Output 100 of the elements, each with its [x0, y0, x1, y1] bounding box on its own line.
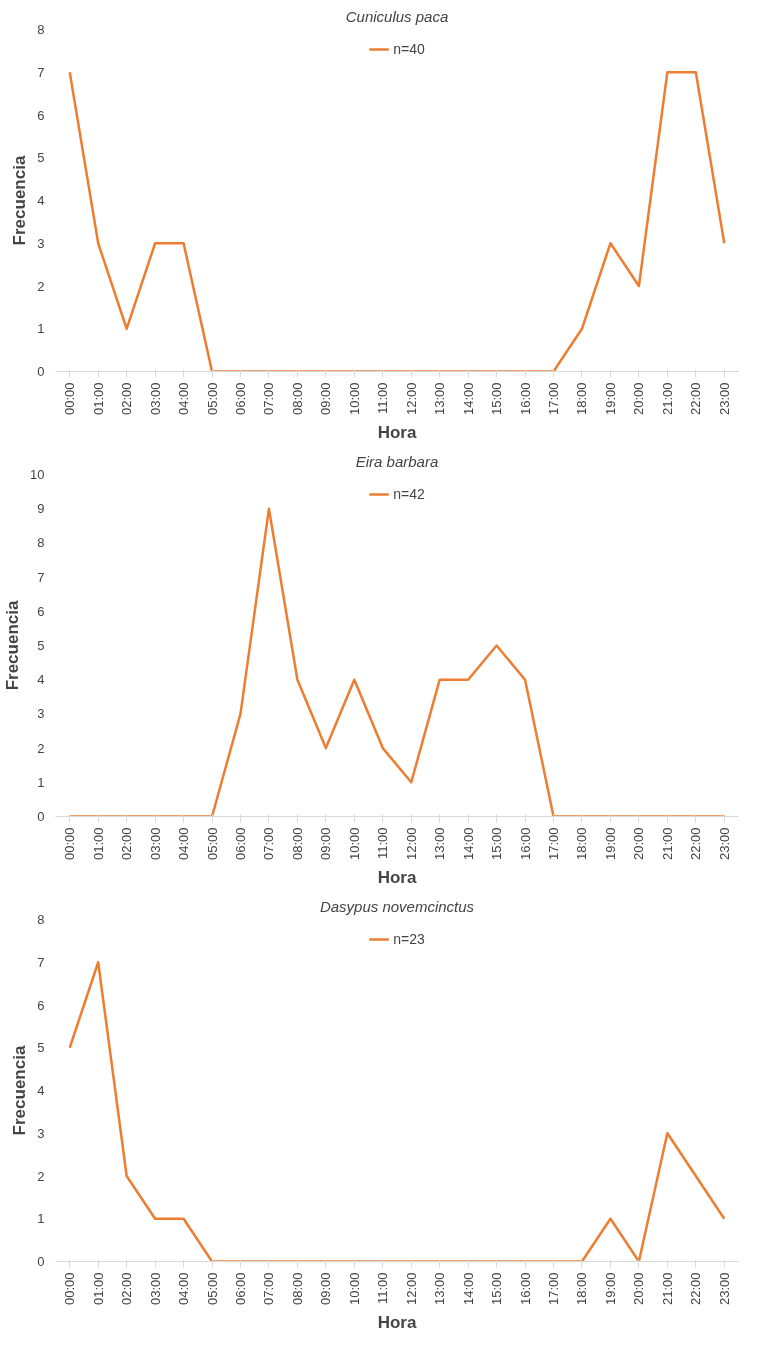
y-tick-label: 0: [37, 809, 45, 824]
x-tick-label: 19:00: [602, 382, 618, 416]
x-tick-label: 23:00: [716, 382, 732, 416]
y-tick-label: 1: [37, 321, 45, 337]
x-tick-label: 05:00: [204, 827, 220, 861]
y-tick-label: 1: [37, 1211, 45, 1227]
y-tick-label: 5: [37, 638, 45, 653]
x-tick-label: 16:00: [517, 827, 533, 861]
y-axis-title: Frecuencia: [10, 155, 30, 246]
x-tick-label: 14:00: [460, 1272, 476, 1306]
y-tick-label: 4: [37, 1083, 45, 1098]
x-tick-label: 16:00: [517, 1272, 533, 1306]
x-tick-label: 00:00: [62, 382, 78, 416]
x-tick-label: 02:00: [119, 382, 135, 416]
chart-title: Dasypus novemcinctus: [319, 897, 475, 915]
line-series: [68, 71, 726, 372]
y-tick-label: 6: [37, 107, 45, 123]
x-tick-label: 19:00: [602, 827, 618, 861]
x-tick-label: 10:00: [346, 1272, 362, 1306]
y-tick-label: 7: [37, 954, 45, 970]
x-tick-label: 04:00: [176, 1272, 192, 1306]
x-tick-label: 07:00: [261, 382, 277, 416]
x-tick-label: 18:00: [574, 382, 590, 416]
x-tick-label: 06:00: [232, 1272, 248, 1306]
y-tick-label: 0: [37, 1254, 45, 1269]
y-tick-label: 4: [37, 672, 45, 688]
x-tick-label: 22:00: [688, 382, 704, 416]
y-tick-label: 1: [37, 774, 45, 790]
y-tick-label: 2: [37, 740, 45, 756]
x-tick-label: 04:00: [176, 382, 192, 416]
x-tick-label: 02:00: [119, 827, 135, 861]
x-tick-label: 16:00: [517, 382, 533, 416]
x-tick-label: 00:00: [62, 1272, 78, 1306]
x-tick-label: 12:00: [403, 827, 419, 861]
legend-label: n=42: [393, 486, 425, 502]
legend-label: n=40: [393, 41, 425, 57]
x-tick-label: 15:00: [489, 382, 505, 416]
x-tick-label: 15:00: [489, 1272, 505, 1306]
line-series: [68, 507, 726, 817]
y-tick-label: 8: [37, 912, 45, 927]
x-tick-label: 14:00: [460, 382, 476, 416]
y-tick-label: 10: [30, 467, 45, 482]
y-tick-label: 8: [37, 535, 45, 551]
y-tick-label: 8: [37, 22, 45, 37]
y-axis-title: Frecuencia: [10, 1045, 30, 1136]
x-tick-label: 01:00: [90, 827, 106, 861]
x-tick-label: 13:00: [432, 1272, 448, 1306]
line-series: [68, 961, 726, 1262]
x-tick-label: 15:00: [489, 827, 505, 861]
x-tick-label: 03:00: [147, 1272, 163, 1306]
x-tick-label: 01:00: [90, 382, 106, 416]
x-tick-label: 06:00: [232, 382, 248, 416]
x-tick-label: 09:00: [318, 827, 334, 861]
chart-title: Eira barbara: [355, 452, 439, 470]
x-axis-title: Hora: [377, 868, 417, 888]
x-tick-label: 10:00: [346, 382, 362, 416]
x-tick-label: 17:00: [546, 827, 562, 861]
y-tick-label: 9: [37, 501, 45, 517]
x-tick-label: 05:00: [204, 1272, 220, 1306]
y-tick-label: 6: [37, 997, 45, 1013]
x-tick-label: 12:00: [403, 1272, 419, 1306]
x-tick-label: 12:00: [403, 382, 419, 416]
x-tick-label: 09:00: [318, 382, 334, 416]
x-tick-label: 22:00: [688, 1272, 704, 1306]
y-axis-title: Frecuencia: [3, 600, 23, 691]
x-tick-label: 00:00: [62, 827, 78, 861]
x-tick-label: 17:00: [546, 1272, 562, 1306]
y-tick-label: 5: [37, 150, 45, 166]
x-tick-label: 20:00: [631, 827, 647, 861]
x-axis-title: Hora: [377, 423, 417, 443]
x-tick-label: 20:00: [631, 382, 647, 416]
x-tick-label: 11:00: [375, 827, 391, 860]
x-tick-label: 06:00: [232, 827, 248, 861]
x-tick-label: 08:00: [289, 382, 305, 416]
x-tick-label: 13:00: [432, 382, 448, 416]
y-tick-label: 3: [37, 1125, 45, 1141]
x-tick-label: 01:00: [90, 1272, 106, 1306]
x-tick-label: 10:00: [346, 827, 362, 861]
x-tick-label: 13:00: [432, 827, 448, 861]
x-tick-label: 05:00: [204, 382, 220, 416]
chart-title: Cuniculus paca: [345, 7, 449, 25]
x-tick-label: 03:00: [147, 382, 163, 416]
y-tick-label: 2: [37, 1168, 45, 1184]
y-tick-label: 4: [37, 193, 45, 208]
x-tick-label: 22:00: [688, 827, 704, 861]
x-tick-label: 03:00: [147, 827, 163, 861]
x-tick-label: 21:00: [659, 827, 675, 861]
y-tick-label: 0: [37, 364, 45, 379]
x-tick-label: 21:00: [659, 382, 675, 416]
x-tick-label: 17:00: [546, 382, 562, 416]
x-tick-label: 18:00: [574, 1272, 590, 1306]
x-tick-label: 11:00: [375, 1272, 391, 1305]
x-tick-label: 14:00: [460, 827, 476, 861]
x-tick-label: 08:00: [289, 827, 305, 861]
x-axis-title: Hora: [377, 1313, 417, 1333]
y-tick-label: 7: [37, 64, 45, 80]
x-tick-label: 07:00: [261, 1272, 277, 1306]
x-tick-label: 18:00: [574, 827, 590, 861]
x-tick-label: 19:00: [602, 1272, 618, 1306]
y-tick-label: 6: [37, 603, 45, 619]
